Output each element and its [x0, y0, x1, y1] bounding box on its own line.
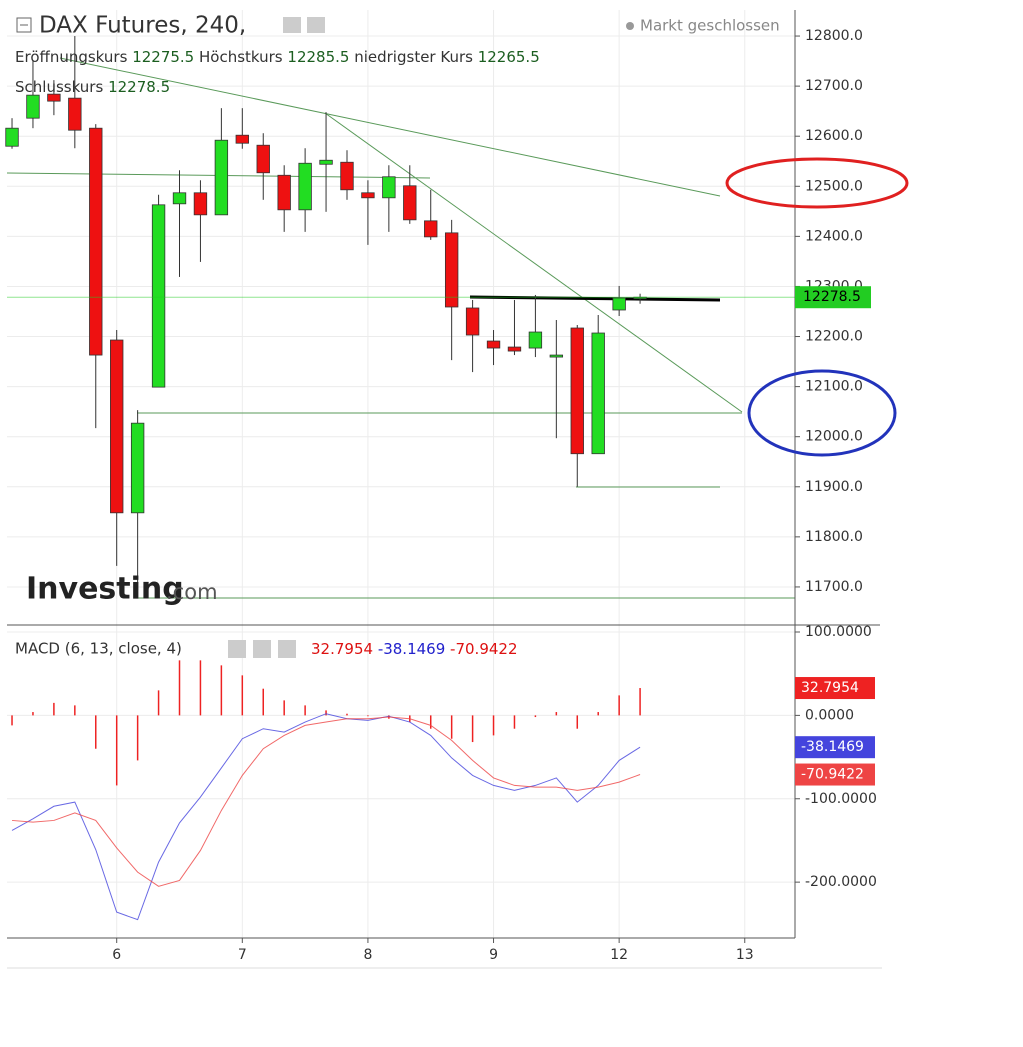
x-tick-label: 7: [238, 947, 247, 963]
candle-body: [68, 97, 82, 131]
candle-body: [549, 354, 564, 358]
candle-body: [382, 176, 396, 199]
y-tick-label: 12100.0: [805, 379, 863, 395]
value: -38.1469: [377, 640, 446, 658]
value-box: [795, 736, 875, 759]
collapse-icon[interactable]: [16, 17, 32, 33]
settings-icon[interactable]: [307, 17, 325, 33]
value-box: [795, 677, 875, 700]
label: Schlusskurs: [15, 78, 104, 96]
candle-body: [89, 127, 103, 356]
settings-icon[interactable]: [253, 640, 271, 658]
candle-body: [151, 204, 166, 388]
value: 12278.5: [108, 78, 171, 96]
candle-body: [298, 162, 312, 211]
candle-body: [444, 232, 459, 308]
trend-line: [59, 57, 721, 197]
candle-body: [256, 144, 270, 174]
macd-line: [11, 713, 641, 921]
y-tick-label: 12700.0: [805, 78, 863, 94]
y-tick-label: -100.0000: [805, 791, 877, 807]
y-tick-label: 100.0000: [805, 624, 872, 640]
status: Markt geschlossen: [640, 17, 780, 35]
candle-body: [319, 159, 333, 165]
value-box-label: 32.7954: [801, 680, 859, 696]
candle-body: [403, 185, 417, 221]
candle-body: [26, 94, 40, 119]
candle-body: [193, 192, 208, 216]
y-tick-label: 12000.0: [805, 429, 863, 445]
highlight-ellipse: [725, 157, 909, 209]
candle-body: [235, 134, 249, 144]
x-tick-label: 12: [610, 947, 628, 963]
ohlc-header: Eröffnungskurs 12275.5 Höchstkurs 12285.…: [15, 48, 540, 66]
macd-values: 32.7954 -38.1469 -70.9422: [311, 640, 518, 658]
value-box: [795, 763, 875, 786]
highlight-ellipse: [747, 369, 897, 457]
y-tick-label: 11900.0: [805, 479, 863, 495]
y-tick-label: 11700.0: [805, 579, 863, 595]
marks: [5, 36, 795, 921]
last-price-box: [795, 286, 871, 309]
value-box-label: -38.1469: [801, 739, 864, 755]
candle-body: [612, 297, 626, 311]
macd-title: MACD (6, 13, close, 4): [15, 640, 182, 658]
y-tick-label: 12200.0: [805, 329, 863, 345]
chart-title: DAX Futures, 240,: [39, 13, 246, 39]
x-tick-label: 6: [112, 947, 121, 963]
candle-body: [486, 340, 501, 349]
candle-body: [214, 139, 229, 216]
value: -70.9422: [450, 640, 518, 658]
candle-body: [340, 161, 354, 191]
label: niedrigster Kurs: [354, 48, 473, 66]
y-tick-label: 12800.0: [805, 28, 863, 44]
y-tick-label: -200.0000: [805, 874, 877, 890]
candle-body: [591, 332, 605, 455]
y-tick-label: 12600.0: [805, 128, 863, 144]
candle-body: [110, 339, 124, 514]
close-icon[interactable]: [278, 640, 296, 658]
candle-body: [5, 127, 19, 147]
candle-body: [172, 192, 187, 205]
x-tick-label: 9: [489, 947, 498, 963]
candle-body: [465, 307, 480, 336]
status-dot: [626, 22, 634, 30]
candle-body: [277, 174, 291, 211]
logo: .com: [166, 580, 218, 604]
y-tick-label: 0.0000: [805, 707, 854, 723]
candle-body: [528, 331, 543, 349]
macd-line: [11, 716, 641, 887]
value: 12275.5: [132, 48, 195, 66]
candle-body: [507, 346, 522, 352]
y-tick-label: 11800.0: [805, 529, 863, 545]
trend-line: [324, 112, 743, 413]
y-tick-label: 12500.0: [805, 178, 863, 194]
candle-body: [424, 220, 438, 238]
label: Höchstkurs: [199, 48, 283, 66]
eye-icon[interactable]: [228, 640, 246, 658]
ohlc-header: Schlusskurs 12278.5: [15, 78, 170, 96]
value: 12285.5: [287, 48, 350, 66]
candle-body: [130, 422, 145, 514]
eye-icon[interactable]: [283, 17, 301, 33]
logo: Investing: [26, 572, 184, 607]
x-tick-label: 8: [363, 947, 372, 963]
candle-body: [47, 93, 61, 102]
last-price-label: 12278.5: [803, 289, 861, 305]
candle-body: [361, 192, 375, 199]
y-tick-label: 12400.0: [805, 228, 863, 244]
candle-body: [570, 327, 584, 455]
label: Eröffnungskurs: [15, 48, 128, 66]
x-tick-label: 13: [736, 947, 754, 963]
value: 32.7954: [311, 640, 374, 658]
value: 12265.5: [477, 48, 540, 66]
value-box-label: -70.9422: [801, 767, 864, 783]
